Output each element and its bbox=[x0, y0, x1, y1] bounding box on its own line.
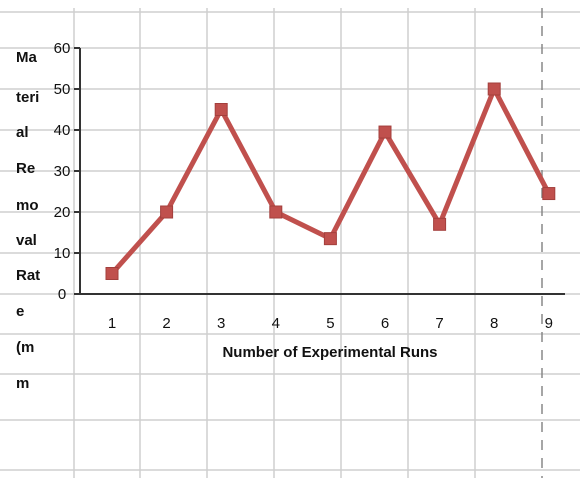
y-tick-label: 40 bbox=[54, 122, 71, 139]
x-tick-label: 4 bbox=[272, 315, 280, 332]
x-tick-label: 6 bbox=[381, 315, 389, 332]
y-tick-label: 0 bbox=[58, 286, 66, 303]
data-point-marker bbox=[105, 267, 119, 280]
y-tick-label: 60 bbox=[54, 40, 71, 57]
x-axis-label: Number of Experimental Runs bbox=[222, 344, 437, 361]
y-axis-label-fragment: al bbox=[16, 124, 29, 141]
x-tick-label: 3 bbox=[217, 315, 225, 332]
y-axis-label-fragment: val bbox=[16, 232, 37, 249]
y-tick-label: 30 bbox=[54, 163, 71, 180]
y-tick-labels: 0 10 20 30 40 50 60 bbox=[54, 40, 80, 303]
x-tick-label: 1 bbox=[108, 315, 116, 332]
data-point-marker bbox=[323, 232, 337, 246]
x-tick-label: 2 bbox=[162, 315, 170, 332]
data-point-marker bbox=[542, 187, 556, 201]
data-point-marker bbox=[378, 125, 392, 139]
y-axis-label-fragment: teri bbox=[16, 89, 39, 106]
y-axis-label-fragment: Rat bbox=[16, 267, 40, 284]
data-point-marker bbox=[487, 82, 501, 96]
x-tick-label: 5 bbox=[326, 315, 334, 332]
data-point-marker bbox=[433, 217, 447, 231]
series-line bbox=[109, 86, 552, 276]
y-axis-label-fragment: (m bbox=[16, 339, 34, 356]
x-tick-labels: 1 2 3 4 5 6 7 8 9 bbox=[108, 315, 553, 332]
x-tick-label: 8 bbox=[490, 315, 498, 332]
grid-lines bbox=[0, 8, 580, 478]
y-axis-label-fragment: e bbox=[16, 303, 24, 320]
y-axis-label-fragment: mo bbox=[16, 197, 39, 214]
y-tick-label: 20 bbox=[54, 204, 71, 221]
data-point-marker bbox=[160, 205, 174, 219]
y-axis-label-fragment: Ma bbox=[16, 49, 37, 66]
data-point-marker bbox=[214, 103, 228, 116]
y-tick-label: 10 bbox=[54, 245, 71, 262]
y-axis-label-fragment: m bbox=[16, 375, 29, 392]
y-axis-label: Ma teri al Re mo val Rat e (m m bbox=[16, 49, 40, 392]
data-point-marker bbox=[269, 205, 283, 219]
y-axis-label-fragment: Re bbox=[16, 160, 35, 177]
y-tick-label: 50 bbox=[54, 81, 71, 98]
x-tick-label: 7 bbox=[435, 315, 443, 332]
x-tick-label: 9 bbox=[545, 315, 553, 332]
series bbox=[105, 82, 556, 280]
